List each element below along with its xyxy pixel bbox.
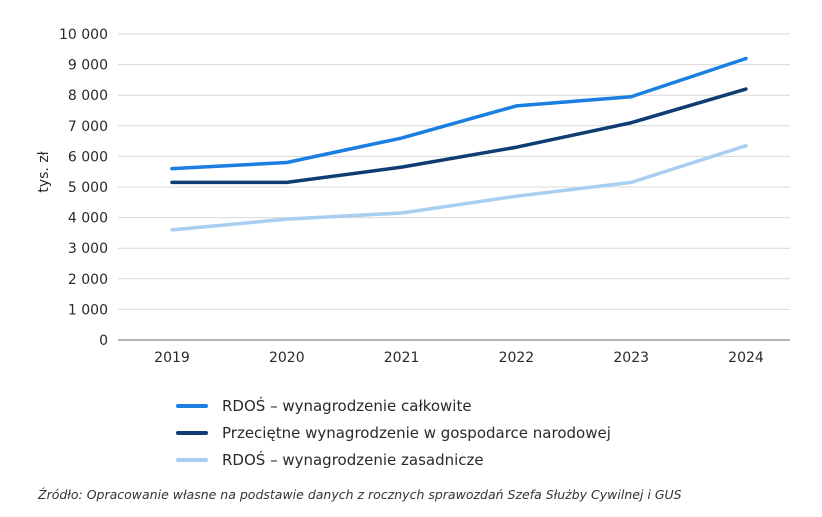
y-tick-label: 1 000 xyxy=(68,302,108,318)
y-tick-label: 8 000 xyxy=(68,88,108,104)
legend-item-total: RDOŚ – wynagrodzenie całkowite xyxy=(176,392,611,419)
series-line-1 xyxy=(170,87,748,185)
y-tick-label: 0 xyxy=(99,333,108,349)
y-tick-label: 3 000 xyxy=(68,241,108,257)
series-lines xyxy=(170,56,748,232)
y-tick-label: 6 000 xyxy=(68,149,108,165)
legend-label-base: RDOŚ – wynagrodzenie zasadnicze xyxy=(222,450,484,469)
y-tick-label: 2 000 xyxy=(68,272,108,288)
x-tick-label: 2023 xyxy=(613,350,649,366)
y-tick-label: 9 000 xyxy=(68,58,108,74)
x-tick-label: 2022 xyxy=(499,350,535,366)
series-line-2 xyxy=(170,143,748,232)
y-tick-label: 7 000 xyxy=(68,119,108,135)
y-tick-label: 10 000 xyxy=(59,27,108,43)
y-axis-label: tys. zł xyxy=(36,151,52,192)
y-tick-label: 4 000 xyxy=(68,211,108,227)
y-axis-ticks: 0 1 000 2 000 3 000 4 000 5 000 6 000 7 000 8 00… xyxy=(59,27,108,349)
x-tick-label: 2024 xyxy=(728,350,764,366)
x-axis-ticks: 2019 2020 2021 2022 2023 2024 xyxy=(154,350,764,366)
legend-item-base: RDOŚ – wynagrodzenie zasadnicze xyxy=(176,446,611,473)
x-tick-label: 2019 xyxy=(154,350,190,366)
x-tick-label: 2020 xyxy=(269,350,305,366)
gridlines xyxy=(118,33,790,341)
y-tick-label: 5 000 xyxy=(68,180,108,196)
line-chart: 0 1 000 2 000 3 000 4 000 5 000 6 000 7 000 8 00… xyxy=(36,27,790,366)
x-tick-label: 2021 xyxy=(384,350,420,366)
legend: RDOŚ – wynagrodzenie całkowite Przeciętn… xyxy=(176,392,611,473)
source-note: Źródło: Opracowanie własne na podstawie … xyxy=(38,487,682,502)
legend-swatch-national-average xyxy=(176,430,208,435)
legend-label-total: RDOŚ – wynagrodzenie całkowite xyxy=(222,396,472,415)
series-line-0 xyxy=(170,56,748,171)
legend-swatch-base xyxy=(176,457,208,462)
legend-item-national-average: Przeciętne wynagrodzenie w gospodarce na… xyxy=(176,419,611,446)
legend-swatch-total xyxy=(176,403,208,408)
legend-label-national-average: Przeciętne wynagrodzenie w gospodarce na… xyxy=(222,423,611,442)
